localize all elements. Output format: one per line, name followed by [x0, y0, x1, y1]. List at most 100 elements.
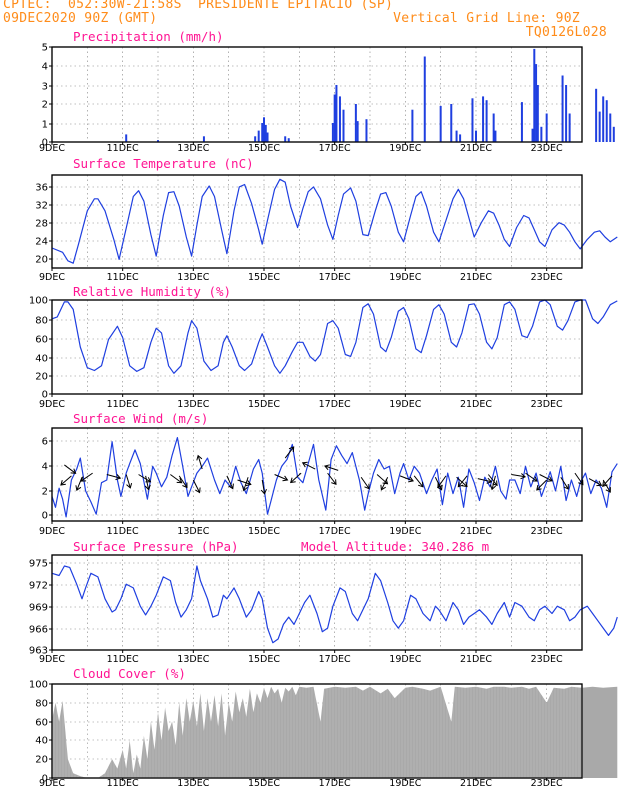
wind-vector-head [288, 446, 295, 453]
series-line [51, 299, 618, 374]
y-tick-label: 40 [35, 354, 48, 365]
precip-bar [455, 130, 458, 142]
y-tick-label: 2 [42, 100, 48, 111]
precip-bar [287, 138, 290, 142]
cloud-area [52, 686, 618, 778]
wind-vector-head [547, 476, 553, 482]
x-tick-label: 23DEC [531, 778, 563, 789]
x-tick-label: 11DEC [107, 399, 139, 410]
precip-bar [202, 136, 205, 142]
precip-bar [263, 117, 265, 142]
wind-vector [226, 475, 234, 489]
x-tick-label: 17DEC [319, 143, 351, 154]
x-tick-label: 9DEC [39, 143, 65, 154]
wind-vector-head [242, 485, 248, 492]
y-tick-label: 32 [35, 201, 48, 212]
precip-bar [561, 75, 564, 142]
panel-3-border [51, 299, 583, 395]
x-tick-label: 17DEC [319, 399, 351, 410]
wind-vector-head [80, 476, 87, 482]
precip-bar [423, 56, 426, 142]
x-tick-label: 15DEC [248, 654, 280, 665]
x-tick-label: 21DEC [460, 143, 492, 154]
wind-vector-head [520, 473, 527, 480]
y-tick-label: 20 [35, 755, 48, 766]
y-tick-label: 3 [42, 82, 48, 93]
y-tick-label: 969 [29, 603, 48, 614]
wind-vector-head [380, 484, 386, 491]
wind-vector [192, 479, 201, 493]
precip-bar [612, 126, 615, 142]
precip-bar [568, 113, 571, 142]
x-tick-label: 15DEC [248, 778, 280, 789]
grid-line-info: Vertical Grid Line: 90Z [393, 11, 580, 26]
precip-bar [605, 100, 608, 142]
model-id: TQ0126L028 [525, 25, 607, 40]
x-tick-label: 9DEC [39, 399, 65, 410]
wind-vector-head [182, 482, 188, 489]
y-tick-label: 2 [42, 487, 48, 498]
precip-bar [284, 136, 287, 142]
wind-vector [64, 464, 76, 474]
x-tick-label: 19DEC [389, 143, 421, 154]
wind-vector [324, 465, 339, 471]
x-tick-label: 19DEC [389, 272, 421, 283]
y-tick-label: 975 [29, 559, 48, 570]
wind-vector [60, 475, 72, 486]
wind-vector [588, 478, 602, 486]
x-tick-label: 13DEC [177, 143, 209, 154]
x-tick-label: 13DEC [177, 399, 209, 410]
wind-vector [539, 474, 553, 482]
y-tick-label: 4 [42, 462, 48, 473]
x-tick-label: 21DEC [460, 526, 492, 537]
precip-bar [439, 105, 442, 142]
wind-vector-head [60, 480, 66, 486]
y-tick-label: 28 [35, 219, 48, 230]
precip-bar [533, 48, 536, 142]
precip-bar [602, 96, 605, 142]
precip-bar [266, 132, 269, 142]
wind-vector-head [531, 476, 538, 482]
precip-bar [545, 113, 548, 142]
precip-bar [492, 113, 495, 142]
y-tick-label: 36 [35, 183, 48, 194]
x-tick-label: 11DEC [107, 526, 139, 537]
panel-2-frame [51, 174, 583, 269]
precip-bar [264, 124, 267, 142]
y-tick-label: 80 [35, 699, 48, 710]
wind-vector-head [75, 485, 82, 492]
y-tick-label: 1 [42, 120, 48, 131]
y-tick-label: 40 [35, 736, 48, 747]
series-line [51, 178, 618, 264]
wind-vector [560, 476, 569, 490]
wind-vector [106, 474, 121, 479]
wind-vector [399, 475, 414, 482]
wind-vector-head [437, 484, 443, 491]
x-tick-label: 9DEC [39, 654, 65, 665]
precip-bar [338, 96, 341, 142]
precip-bar [485, 100, 488, 142]
wind-vector-head [144, 484, 151, 491]
wind-vector-head [70, 468, 77, 474]
panel-5-border [51, 554, 583, 651]
y-tick-label: 0 [42, 511, 48, 522]
wind-vector [457, 475, 468, 488]
y-tick-label: 24 [35, 237, 48, 248]
y-tick-label: 5 [42, 43, 48, 54]
wind-vector-head [301, 461, 308, 468]
precip-bar [411, 109, 414, 142]
x-tick-label: 17DEC [319, 654, 351, 665]
precip-bar [450, 104, 453, 142]
x-tick-label: 19DEC [389, 778, 421, 789]
y-tick-label: 6 [42, 437, 48, 448]
wind-vector-head [536, 484, 542, 491]
x-tick-label: 21DEC [460, 399, 492, 410]
x-tick-label: 23DEC [531, 654, 563, 665]
x-tick-label: 11DEC [107, 143, 139, 154]
panel-6-border [51, 683, 583, 779]
wind-vector [290, 472, 302, 483]
wind-vector-head [115, 474, 122, 481]
wind-vector-head [331, 479, 337, 486]
precip-bar [257, 130, 260, 142]
